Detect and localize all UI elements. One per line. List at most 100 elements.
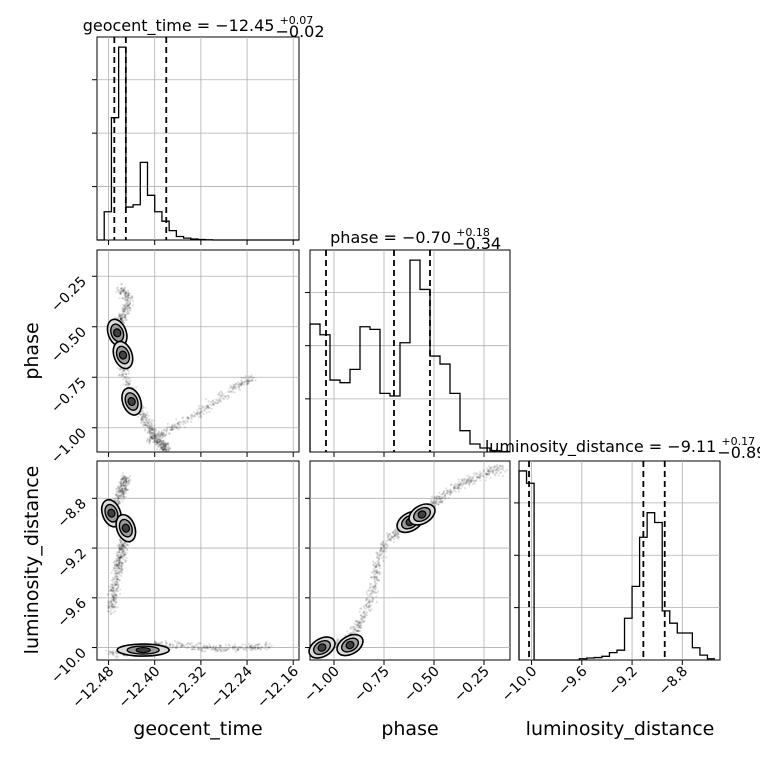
sample-point [126,310,129,313]
sample-point [115,571,118,574]
sample-point [170,426,173,429]
sample-point [479,474,482,477]
sample-point [457,487,460,490]
histogram-phase [305,249,511,457]
sample-point [145,417,148,420]
sample-point [358,620,361,623]
sample-point [124,495,127,498]
sample-point [199,642,202,645]
sample-point [127,303,130,307]
sample-point [141,406,144,409]
sample-point [359,613,362,617]
sample-point [135,386,138,389]
sample-point [111,587,114,590]
sample-point [118,486,121,489]
sample-point [379,553,382,556]
sample-point [150,437,154,440]
sample-point [206,404,209,407]
sample-point [144,423,147,426]
sample-point [219,393,222,397]
sample-point [124,314,127,317]
sample-point [109,586,112,589]
sample-point [222,398,225,401]
sample-point [141,416,144,419]
sample-point [123,491,126,494]
sample-point [464,482,467,485]
sample-point [113,599,116,602]
sample-point [114,564,117,567]
sample-point [142,422,145,425]
sample-point [144,424,147,427]
sample-point [222,397,225,400]
sample-point [219,399,222,402]
sample-point [140,410,143,413]
sample-point [370,608,373,611]
sample-point [122,474,125,477]
sample-point [180,643,184,646]
sample-point [114,597,117,600]
y-tick-label: −1.00 [48,425,90,467]
sample-point [149,431,152,434]
sample-point [386,539,389,542]
sample-point [115,589,118,592]
sample-point [485,474,488,477]
sample-point [182,423,185,426]
sample-point [117,496,120,500]
sample-point [150,431,153,434]
sample-point [353,628,356,631]
sample-point [263,647,266,650]
sample-point [166,422,169,425]
sample-point [369,586,372,589]
sample-point [122,490,125,493]
sample-point [124,286,127,289]
sample-point [450,483,453,486]
sample-point [369,595,372,598]
sample-point [122,369,125,372]
sample-point [110,651,113,654]
sample-point [111,587,114,590]
sample-point [163,442,166,445]
sample-point [107,601,110,604]
sample-point [118,315,121,319]
sample-point [106,593,109,596]
sample-point [118,312,121,315]
sample-point [120,314,123,317]
sample-point [375,551,378,554]
sample-point [156,441,159,445]
sample-point [115,567,118,570]
sample-point [181,644,184,647]
sample-point [128,301,132,305]
sample-point [149,428,152,431]
sample-point [370,592,373,595]
sample-point [257,646,260,649]
sample-point [112,595,115,598]
sample-point [392,531,395,535]
sample-point [122,315,125,318]
sample-point [174,646,177,650]
sample-point [148,440,151,443]
sample-point [120,545,123,548]
sample-point [379,542,382,546]
sample-point [123,315,126,319]
sample-point [123,488,126,491]
sample-point [117,567,121,570]
sample-point [496,463,499,466]
sample-point [264,645,268,649]
sample-point [165,448,168,451]
sample-point [124,303,127,306]
sample-point [115,572,118,575]
sample-point [148,438,151,441]
sample-point [249,376,252,379]
sample-point [244,375,247,378]
sample-point [374,584,377,587]
sample-point [127,483,130,486]
sample-point [126,307,129,310]
sample-point [120,482,123,485]
sample-point [360,617,363,620]
sample-point [377,564,381,567]
sample-point [120,562,123,565]
sample-point [115,651,118,654]
sample-point [380,548,383,552]
sample-point [120,487,124,490]
sample-point [143,413,146,416]
